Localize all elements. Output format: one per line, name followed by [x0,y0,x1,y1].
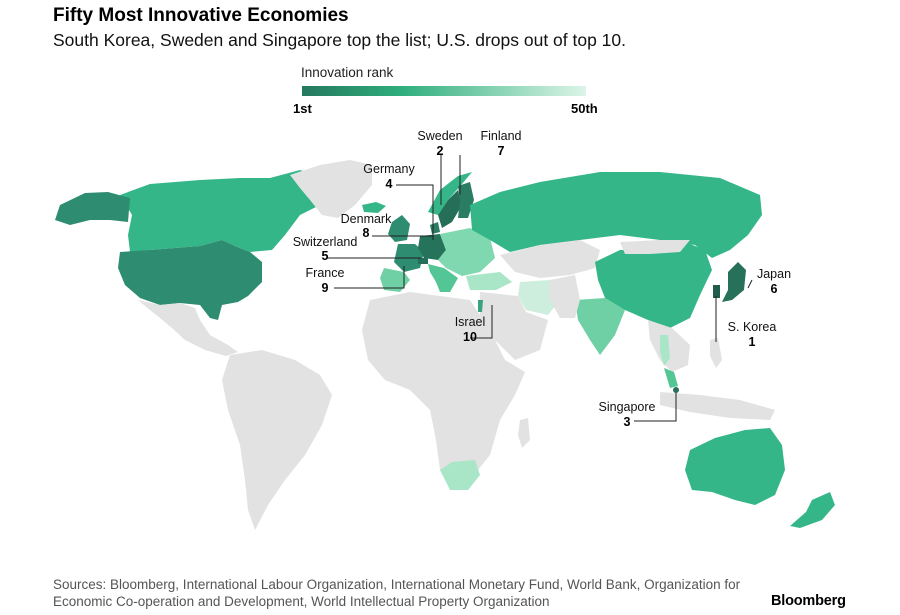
region-southeast-asia [648,320,690,372]
region-mexico-central-america [138,300,238,356]
callout-finland-rank: 7 [498,144,505,158]
region-new-zealand [790,492,835,528]
region-middle-east [480,292,548,360]
region-central-eastern-europe [438,228,495,276]
region-israel [478,300,483,312]
region-madagascar [518,418,530,448]
callout-france-name: France [306,266,345,280]
region-iceland [362,202,386,213]
callout-israel-name: Israel [455,315,486,329]
region-indonesia [660,392,775,420]
map-title: Fifty Most Innovative Economies [53,5,349,26]
callout-germany-name: Germany [363,162,415,176]
region-thailand [660,335,670,366]
region-australia [685,428,785,505]
callout-switzerland-name: Switzerland [293,235,358,249]
region-malaysia [664,368,678,388]
callout-singapore-rank: 3 [624,415,631,429]
bloomberg-logo: Bloomberg [771,593,846,609]
region-denmark [430,222,440,234]
callout-denmark-name: Denmark [341,212,392,226]
region-africa [362,292,525,488]
region-south-africa [440,460,480,490]
legend-gradient-bar [302,86,586,96]
legend-title: Innovation rank [301,65,394,80]
region-turkey [466,272,512,290]
region-south-america [222,350,332,530]
region-canada [120,170,340,252]
region-germany [418,234,446,260]
region-switzerland [418,258,428,264]
region-south-korea [713,285,720,298]
callout-lines [326,155,753,422]
region-greenland [290,160,372,218]
callout-skorea-name: S. Korea [728,320,777,334]
callout-japan-name: Japan [757,267,791,281]
region-china [595,240,712,328]
callout-denmark-rank: 8 [363,226,370,240]
callout-skorea-rank: 1 [749,335,756,349]
callout-switzerland-rank: 5 [322,249,329,263]
callout-sweden-rank: 2 [437,144,444,158]
legend-max-label: 50th [571,101,598,116]
region-south-asia-other [550,275,580,318]
callout-finland-name: Finland [481,129,522,143]
sources-note: Sources: Bloomberg, International Labour… [53,577,741,609]
map-subtitle: South Korea, Sweden and Singapore top th… [53,30,627,50]
region-norway [428,172,472,215]
world-map: Sweden 2 Finland 7 Germany 4 Denmark 8 S… [55,129,835,530]
callout-france-rank: 9 [322,281,329,295]
callout-germany-rank: 4 [386,177,393,191]
region-uk-ireland [388,215,410,242]
region-finland [458,182,474,218]
region-philippines [710,338,722,368]
region-alaska [55,192,130,225]
region-india [575,298,625,355]
callout-israel-rank: 10 [463,330,477,344]
region-italy-balkans [428,264,458,292]
callout-singapore-name: Singapore [599,400,656,414]
legend-min-label: 1st [293,101,312,116]
region-mongolia [620,240,690,254]
callout-japan-rank: 6 [771,282,778,296]
region-iberia [380,268,410,292]
region-japan [722,262,746,302]
region-sweden [438,190,462,228]
singapore-marker [673,387,679,393]
callout-sweden-name: Sweden [417,129,462,143]
region-iran [518,280,560,315]
region-usa [118,240,262,320]
region-kazakhstan [500,240,600,278]
region-russia [470,172,762,258]
